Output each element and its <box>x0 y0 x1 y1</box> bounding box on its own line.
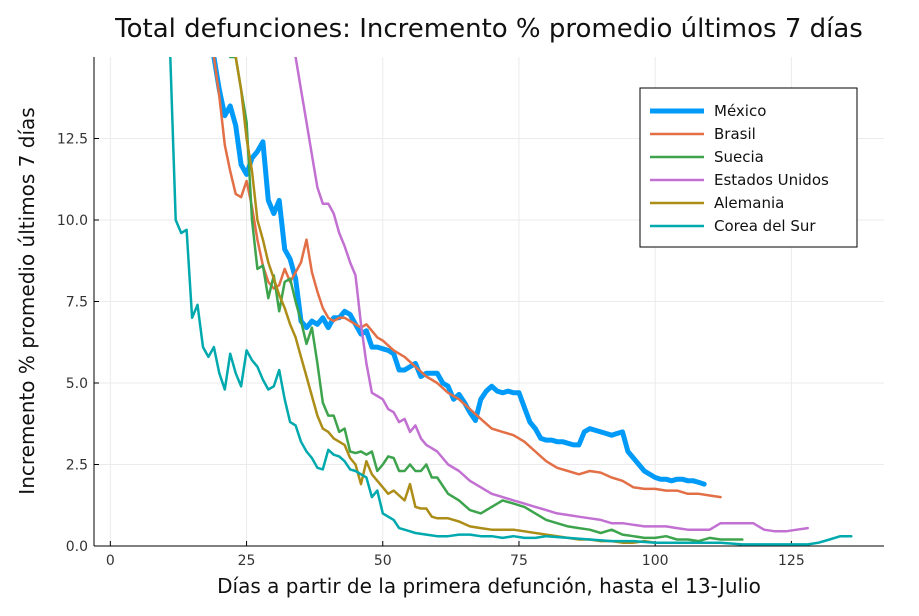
y-tick-label: 5.0 <box>66 376 88 392</box>
legend-label: Brasil <box>714 125 756 143</box>
chart-title: Total defunciones: Incremento % promedio… <box>114 14 863 44</box>
y-axis-label: Incremento % promedio últimos 7 días <box>15 107 39 494</box>
series-line-0 <box>211 57 707 487</box>
legend-label: México <box>714 102 766 120</box>
legend-label: Suecia <box>714 148 764 166</box>
series-line-2 <box>228 57 744 543</box>
series-lines <box>169 57 853 546</box>
series-line-3 <box>294 57 809 533</box>
legend: México Brasil Suecia Estados Unidos Alemania… <box>639 87 858 248</box>
y-tick-label: 10.0 <box>57 213 88 229</box>
legend-label: Corea del Sur <box>714 217 816 235</box>
y-tick-label: 0.0 <box>66 539 88 555</box>
x-tick-label: 0 <box>106 553 115 569</box>
y-tick-label: 12.5 <box>57 132 88 148</box>
y-tick-label: 2.5 <box>66 458 88 474</box>
series-line-1 <box>212 57 722 499</box>
x-axis-label: Días a partir de la primera defunción, h… <box>217 574 761 598</box>
x-tick-label: 25 <box>238 553 256 569</box>
legend-label: Estados Unidos <box>714 171 829 189</box>
legend-label: Alemania <box>714 194 784 212</box>
x-tick-label: 100 <box>642 553 669 569</box>
x-tick-label: 75 <box>510 553 528 569</box>
legend-box <box>639 87 858 248</box>
x-tick-label: 50 <box>374 553 392 569</box>
y-tick-label: 7.5 <box>66 295 88 311</box>
tick-labels: 0 25 50 75 100 125 0.0 2.5 5.0 7.5 10.0 12.5 <box>57 132 805 570</box>
series-line-5 <box>169 57 853 546</box>
x-tick-label: 125 <box>778 553 805 569</box>
